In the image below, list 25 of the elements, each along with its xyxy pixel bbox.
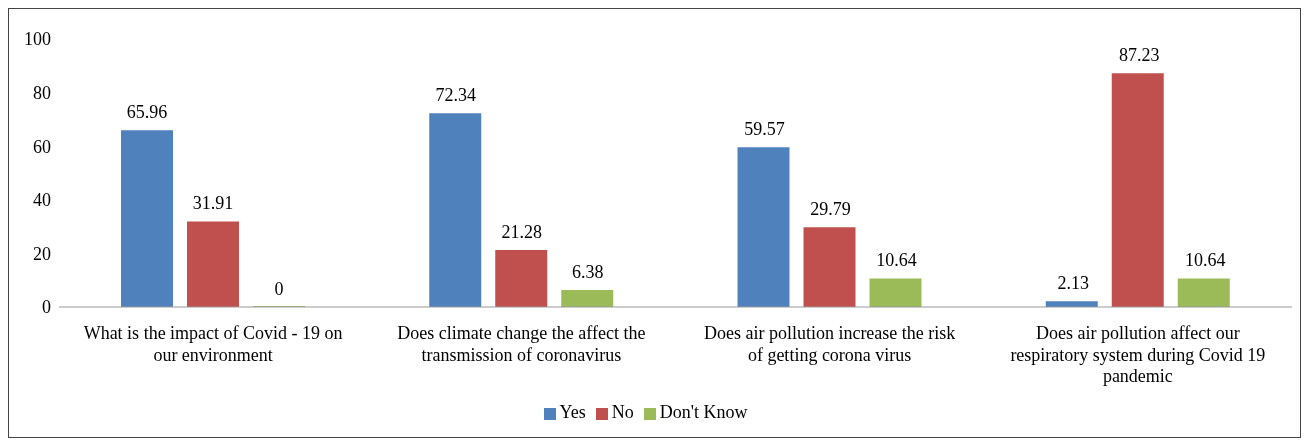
y-tick-label: 20 [33, 243, 51, 264]
x-tick-label: Does climate change the affect the transmission of coronavirus [397, 323, 646, 365]
x-tick-label: What is the impact of Covid - 19 on our environment [83, 323, 343, 365]
data-label: 59.57 [744, 119, 785, 140]
data-label: 31.91 [192, 193, 234, 214]
data-label: 6.38 [572, 261, 604, 282]
legend-label: No [611, 402, 634, 422]
data-label: 10.64 [1185, 250, 1226, 271]
data-label: 2.13 [1057, 273, 1089, 294]
data-label: 0 [274, 279, 284, 299]
y-tick-label: 0 [42, 297, 51, 318]
y-tick-label: 80 [33, 82, 51, 103]
legend-label: Yes [559, 402, 586, 422]
legend-label: Don't Know [659, 402, 748, 422]
data-label: 65.96 [126, 102, 168, 123]
data-label: 29.79 [810, 199, 851, 220]
data-label: 10.64 [876, 250, 917, 271]
data-label: 21.28 [501, 221, 542, 242]
y-tick-label: 40 [33, 190, 51, 211]
data-label: 72.34 [435, 85, 476, 106]
y-tick-label: 100 [24, 29, 51, 50]
x-tick-label: Does air pollution increase the risk of getting corona virus [703, 323, 956, 365]
x-tick-label: Does air pollution affect our respiratory system during Covid 19 pandemic [1010, 323, 1266, 387]
data-label: 87.23 [1119, 45, 1160, 66]
y-tick-label: 60 [33, 136, 51, 157]
